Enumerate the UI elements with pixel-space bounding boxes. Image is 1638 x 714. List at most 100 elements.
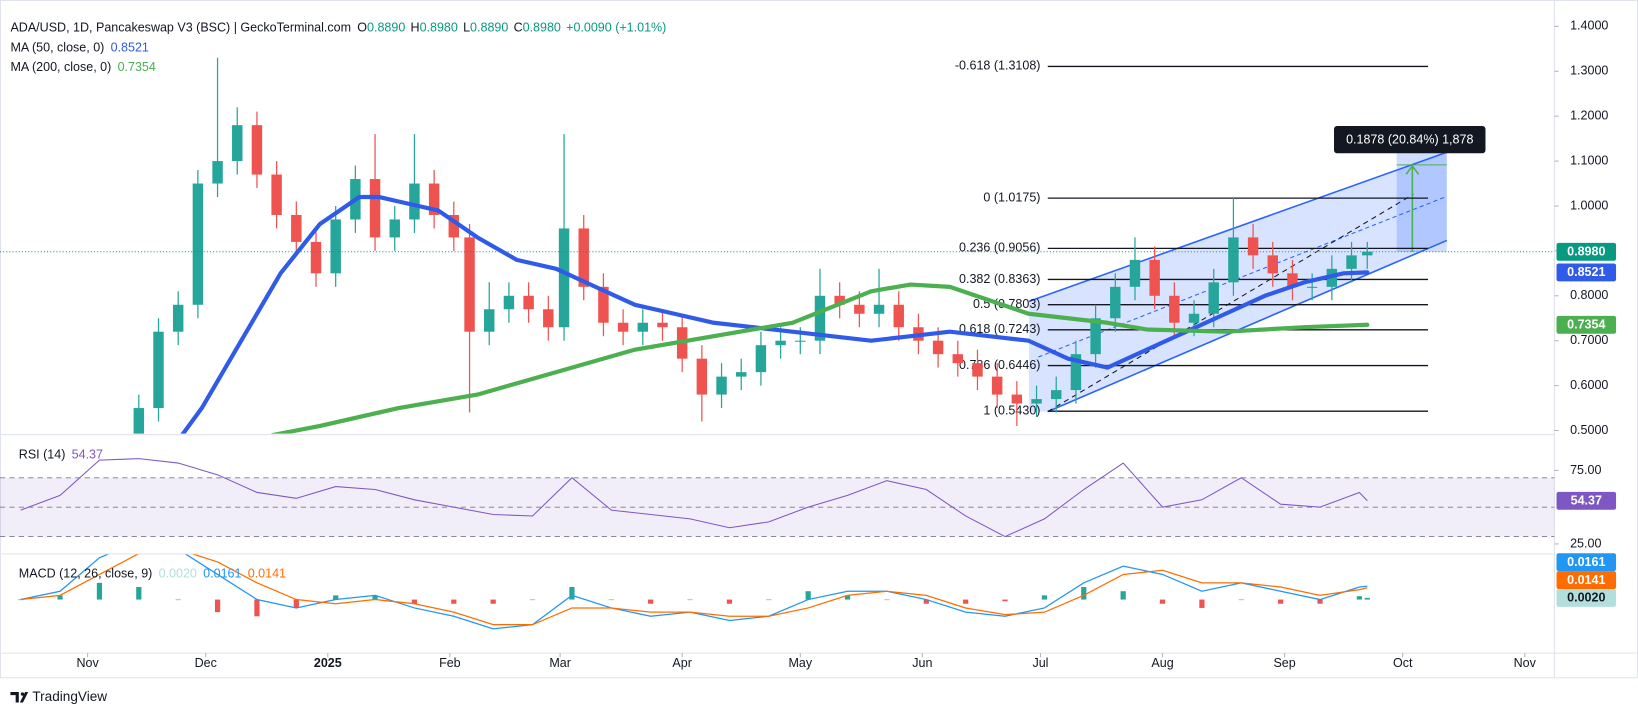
y-tick-label: 1.3000 xyxy=(1570,64,1608,78)
brand-name: TradingView xyxy=(32,689,107,704)
rsi-tick-label: 75.00 xyxy=(1570,463,1601,477)
candle-body xyxy=(1031,399,1042,404)
candle-body xyxy=(1267,255,1279,274)
macd-histogram-bar xyxy=(1278,599,1284,604)
candle-body xyxy=(133,408,145,434)
ohlc-key: O xyxy=(357,21,367,35)
y-tick-label: 1.2000 xyxy=(1570,108,1608,122)
macd-value: 0.0161 xyxy=(203,567,241,581)
moving-average xyxy=(271,282,1370,434)
y-tick-label: 1.0000 xyxy=(1570,198,1608,212)
candle-body xyxy=(271,174,282,215)
x-tick-label: Nov xyxy=(76,656,99,670)
candle-body xyxy=(428,183,440,215)
fib-label: 0.236 (0.9056) xyxy=(959,241,1040,255)
x-tick-label: Apr xyxy=(672,656,691,670)
x-tick-label: Jun xyxy=(912,656,932,670)
macd-tag-bg xyxy=(1556,571,1617,589)
candle-body xyxy=(952,354,964,364)
macd-histogram-bar xyxy=(96,582,103,600)
macd-histogram-bar xyxy=(1317,599,1323,604)
candle-body xyxy=(1362,251,1373,256)
rsi-tag-bg xyxy=(1556,491,1617,510)
candle-body xyxy=(251,125,263,175)
ohlc-value: 0.8980 xyxy=(420,21,458,35)
macd-histogram-bar xyxy=(923,599,929,604)
macd-histogram-bar xyxy=(18,599,24,601)
macd-hist-value: 0.0020 xyxy=(159,567,197,581)
moving-average xyxy=(180,194,1370,434)
y-tick-label: 0.7000 xyxy=(1570,333,1608,347)
candle-body xyxy=(932,340,944,355)
macd-tag-bg xyxy=(1556,588,1617,607)
macd-histogram-bar xyxy=(57,595,63,600)
y-tick-label: 0.5000 xyxy=(1570,423,1608,437)
macd-histogram-bar xyxy=(1199,599,1205,608)
candle-body xyxy=(369,179,381,238)
x-tick-label: Jul xyxy=(1032,656,1048,670)
candle-body xyxy=(1346,255,1357,269)
channel-lower xyxy=(1047,239,1448,413)
macd-tag: 0.0020 xyxy=(1567,591,1605,605)
candle-body xyxy=(172,304,184,332)
signal-line xyxy=(20,554,1368,626)
macd-histogram-bar xyxy=(648,599,654,604)
signal-value: 0.0141 xyxy=(248,567,286,581)
candle-body xyxy=(1247,237,1259,256)
candle-body xyxy=(1306,286,1318,288)
candle-body xyxy=(637,322,649,332)
macd-histogram-bar xyxy=(766,599,772,601)
candle-body xyxy=(1051,390,1062,400)
y-tick-label: 0.6000 xyxy=(1570,378,1608,392)
fib-label: 0 (1.0175) xyxy=(983,190,1040,204)
ma-legend: MA (200, close, 0) 0.7354 xyxy=(10,61,155,75)
fib-label: 1 (0.5430) xyxy=(983,403,1040,417)
candle-body xyxy=(775,340,786,346)
x-tick-label: May xyxy=(788,656,812,670)
candle-body xyxy=(1287,273,1298,287)
x-tick-label: Aug xyxy=(1151,656,1173,670)
candle-body xyxy=(834,295,845,305)
candle-body xyxy=(696,358,708,395)
candle-body xyxy=(1090,318,1101,355)
candle-body xyxy=(991,376,1003,395)
macd-histogram-bar xyxy=(411,599,418,604)
macd-histogram-bar xyxy=(1159,599,1166,604)
macd-tag: 0.0161 xyxy=(1567,555,1605,569)
macd-histogram-bar xyxy=(805,591,811,600)
candle-body xyxy=(464,237,475,332)
candle-body xyxy=(543,309,554,328)
macd-line xyxy=(20,554,1368,630)
x-tick-label: 2025 xyxy=(314,656,342,670)
channel-upper xyxy=(1028,151,1448,303)
macd-histogram-bar xyxy=(293,599,299,608)
ohlc-value: 0.8890 xyxy=(367,21,405,35)
y-tick-label: 0.8000 xyxy=(1570,288,1608,302)
candle-body xyxy=(503,295,515,310)
candle-body xyxy=(716,376,727,395)
symbol-header: ADA/USD, 1D, Pancakeswap V3 (BSC) | Geck… xyxy=(10,21,666,35)
ma-value: 0.8521 xyxy=(111,41,149,55)
candle-body xyxy=(212,161,223,184)
x-tick-label: Mar xyxy=(549,656,571,670)
x-tick-label: Sep xyxy=(1273,656,1295,670)
macd-histogram-bar xyxy=(490,599,496,604)
rsi-tag: 54.37 xyxy=(1571,494,1602,508)
candle-body xyxy=(330,219,341,274)
ma-legend: MA (50, close, 0) 0.8521 xyxy=(10,41,148,55)
candle-body xyxy=(755,345,767,373)
candle-body xyxy=(484,309,495,332)
candle-body xyxy=(310,241,322,274)
macd-histogram-bar xyxy=(214,599,221,613)
candle-body xyxy=(814,295,826,341)
candle-body xyxy=(854,304,865,314)
brand: TradingView xyxy=(10,689,107,704)
candle-body xyxy=(1188,313,1200,323)
candle-body xyxy=(232,125,243,162)
candle-body xyxy=(795,340,806,342)
ohlc-key: H xyxy=(411,21,420,35)
rsi-line xyxy=(20,458,1368,538)
ohlc-value: 0.8980 xyxy=(523,21,561,35)
ma-tag-bg xyxy=(1556,315,1617,334)
macd-histogram-bar xyxy=(1364,597,1370,600)
